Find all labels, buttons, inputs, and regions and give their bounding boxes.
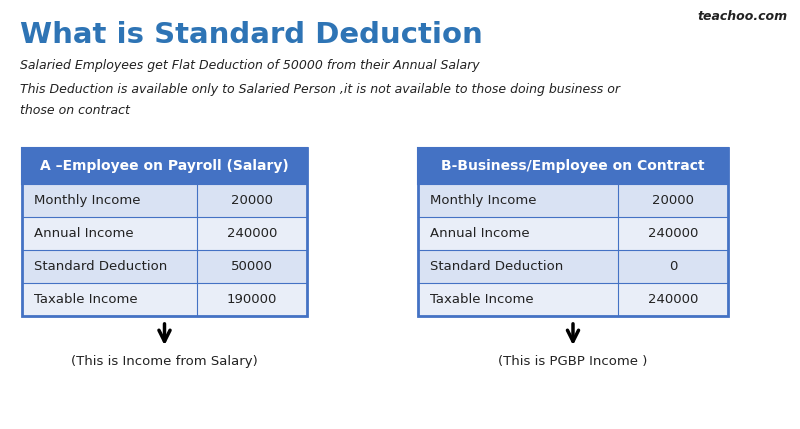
Text: Annual Income: Annual Income	[34, 227, 134, 240]
Bar	[418, 217, 728, 250]
Text: Salaried Employees get Flat Deduction of 50000 from their Annual Salary: Salaried Employees get Flat Deduction of…	[20, 60, 480, 73]
Text: teachoo.com: teachoo.com	[698, 10, 788, 23]
Text: 240000: 240000	[227, 227, 277, 240]
Text: Monthly Income: Monthly Income	[34, 194, 141, 207]
Text: 50000: 50000	[231, 260, 273, 273]
Text: those on contract: those on contract	[20, 103, 130, 117]
Text: (This is Income from Salary): (This is Income from Salary)	[71, 356, 258, 369]
Text: 240000: 240000	[648, 227, 698, 240]
Bar	[22, 283, 307, 316]
Bar	[418, 283, 728, 316]
Bar	[22, 148, 307, 316]
Text: 190000: 190000	[227, 293, 277, 306]
Text: 20000: 20000	[231, 194, 273, 207]
Bar	[22, 250, 307, 283]
Text: Taxable Income: Taxable Income	[430, 293, 534, 306]
Text: This Deduction is available only to Salaried Person ,it is not available to thos: This Deduction is available only to Sala…	[20, 84, 620, 97]
Text: What is Standard Deduction: What is Standard Deduction	[20, 21, 482, 49]
Text: 240000: 240000	[648, 293, 698, 306]
Text: 0: 0	[669, 260, 677, 273]
Text: A –Employee on Payroll (Salary): A –Employee on Payroll (Salary)	[40, 159, 289, 173]
Text: Taxable Income: Taxable Income	[34, 293, 138, 306]
Bar	[22, 217, 307, 250]
Text: Annual Income: Annual Income	[430, 227, 530, 240]
Bar	[418, 148, 728, 316]
Bar	[22, 184, 307, 217]
Text: Standard Deduction: Standard Deduction	[430, 260, 563, 273]
Text: Standard Deduction: Standard Deduction	[34, 260, 167, 273]
Text: Monthly Income: Monthly Income	[430, 194, 537, 207]
Bar	[418, 184, 728, 217]
Text: B-Business/Employee on Contract: B-Business/Employee on Contract	[441, 159, 705, 173]
Bar	[418, 250, 728, 283]
Bar	[22, 148, 307, 184]
Bar	[418, 148, 728, 184]
Text: 20000: 20000	[652, 194, 694, 207]
Text: (This is PGBP Income ): (This is PGBP Income )	[498, 356, 648, 369]
